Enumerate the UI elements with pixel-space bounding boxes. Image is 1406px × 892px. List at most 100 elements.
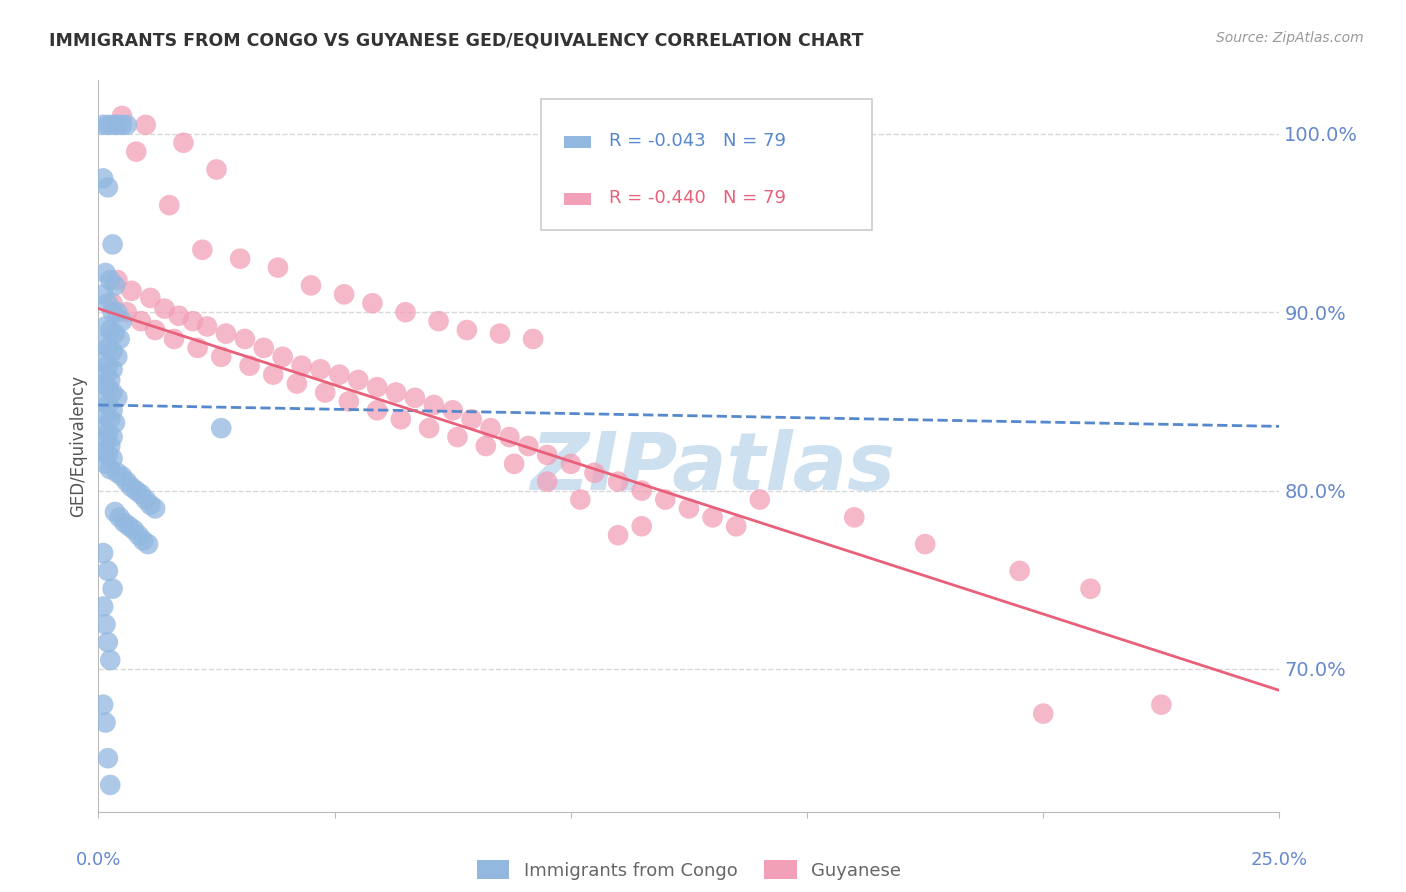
Point xyxy=(97,751,120,765)
Point xyxy=(233,332,256,346)
Point xyxy=(97,426,120,441)
Point xyxy=(423,398,446,412)
Point xyxy=(129,314,152,328)
Point xyxy=(115,475,138,489)
Point xyxy=(94,715,117,730)
Point xyxy=(418,421,440,435)
Point xyxy=(97,564,120,578)
Point xyxy=(112,516,135,530)
Point xyxy=(94,409,117,423)
Point xyxy=(309,362,332,376)
Legend: Immigrants from Congo, Guyanese: Immigrants from Congo, Guyanese xyxy=(470,853,908,887)
Point xyxy=(101,582,124,596)
Point xyxy=(209,421,232,435)
Point xyxy=(135,492,157,507)
Point xyxy=(404,391,426,405)
Point xyxy=(215,326,238,341)
Point xyxy=(498,430,520,444)
Text: R = -0.440   N = 79: R = -0.440 N = 79 xyxy=(609,189,786,207)
Point xyxy=(299,278,322,293)
Point xyxy=(456,323,478,337)
Point xyxy=(105,391,128,405)
Point xyxy=(122,523,145,537)
Point xyxy=(475,439,498,453)
Point xyxy=(630,483,652,498)
Point xyxy=(702,510,724,524)
Point xyxy=(157,198,180,212)
Point xyxy=(328,368,350,382)
Point xyxy=(91,337,114,351)
Point xyxy=(630,519,652,533)
Point xyxy=(94,368,117,382)
Point xyxy=(97,359,120,373)
Point xyxy=(427,314,450,328)
Point xyxy=(91,421,114,435)
Point xyxy=(389,412,412,426)
Point xyxy=(209,350,232,364)
Point xyxy=(503,457,526,471)
Point xyxy=(394,305,416,319)
Point xyxy=(522,332,544,346)
Point xyxy=(139,498,162,512)
Point xyxy=(536,475,558,489)
Point xyxy=(111,109,134,123)
Point xyxy=(97,635,120,649)
Point xyxy=(101,118,124,132)
Point xyxy=(104,326,127,341)
Point xyxy=(101,451,124,466)
Point xyxy=(98,323,121,337)
Point xyxy=(97,398,120,412)
Point xyxy=(385,385,408,400)
Point xyxy=(115,305,138,319)
FancyBboxPatch shape xyxy=(541,98,872,230)
Point xyxy=(181,314,204,328)
Point xyxy=(129,487,152,501)
Point xyxy=(153,301,176,316)
Point xyxy=(136,537,159,551)
Point xyxy=(187,341,209,355)
Point xyxy=(121,284,143,298)
Point xyxy=(1150,698,1173,712)
Point xyxy=(98,778,121,792)
Text: 0.0%: 0.0% xyxy=(76,851,121,869)
Point xyxy=(191,243,214,257)
Point xyxy=(97,296,120,310)
Point xyxy=(143,501,166,516)
Point xyxy=(366,403,388,417)
Point xyxy=(105,273,128,287)
FancyBboxPatch shape xyxy=(564,194,592,205)
Point xyxy=(98,373,121,387)
Point xyxy=(104,416,127,430)
Point xyxy=(115,118,138,132)
Point xyxy=(172,136,194,150)
Point xyxy=(489,326,512,341)
Point xyxy=(1032,706,1054,721)
Point xyxy=(97,380,120,394)
Point xyxy=(94,617,117,632)
Point xyxy=(607,528,630,542)
Point xyxy=(654,492,676,507)
Point xyxy=(333,287,356,301)
Y-axis label: GED/Equivalency: GED/Equivalency xyxy=(69,375,87,517)
Text: ZIPatlas: ZIPatlas xyxy=(530,429,896,507)
Point xyxy=(446,430,468,444)
Point xyxy=(290,359,312,373)
Point xyxy=(205,162,228,177)
Point xyxy=(105,118,128,132)
Point xyxy=(139,291,162,305)
Point xyxy=(195,319,218,334)
Point xyxy=(101,296,124,310)
Point xyxy=(441,403,464,417)
Point xyxy=(101,344,124,359)
Point xyxy=(105,305,128,319)
Point xyxy=(101,403,124,417)
Text: Source: ZipAtlas.com: Source: ZipAtlas.com xyxy=(1216,31,1364,45)
Point xyxy=(347,373,370,387)
Point xyxy=(97,341,120,355)
Point xyxy=(105,350,128,364)
Point xyxy=(101,385,124,400)
Point xyxy=(361,296,384,310)
Point xyxy=(125,145,148,159)
Point xyxy=(125,483,148,498)
Point xyxy=(97,180,120,194)
